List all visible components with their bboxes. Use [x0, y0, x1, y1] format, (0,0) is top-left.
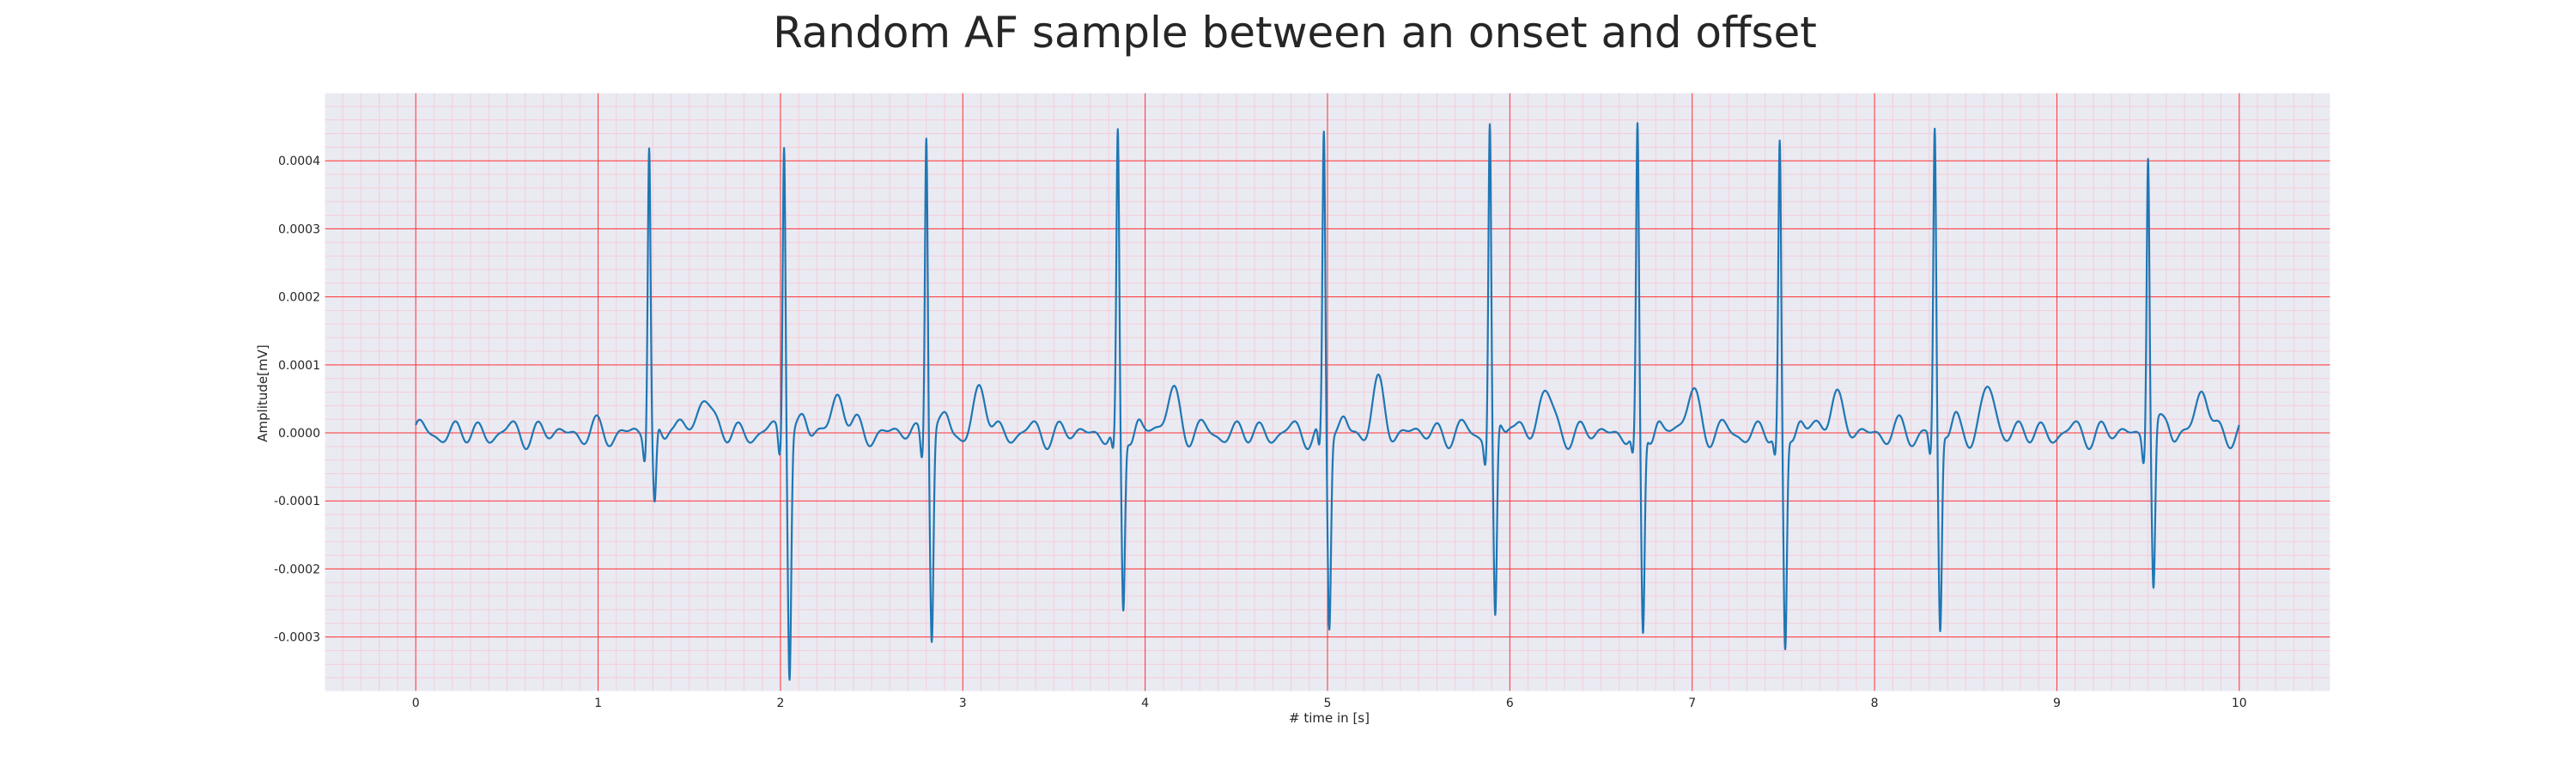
ecg-series-line: [415, 122, 2240, 681]
y-axis-label: Amplitude[mV]: [255, 344, 270, 441]
x-tick-label: 6: [1506, 697, 1514, 710]
y-tick-label: 0.0002: [278, 291, 320, 305]
x-tick-label: 0: [412, 697, 420, 710]
y-tick-label: 0.0001: [278, 359, 320, 373]
y-tick-label: 0.0000: [278, 427, 320, 441]
x-tick-label: 8: [1871, 697, 1879, 710]
plot-area: [324, 92, 2331, 692]
plot-frame: [324, 92, 2331, 692]
x-axis-ticks: 0 1 2 3 4 5 6 7 8 9 10: [412, 697, 2247, 710]
y-tick-label: 0.0003: [278, 222, 320, 236]
x-tick-label: 2: [776, 697, 784, 710]
x-tick-label: 4: [1141, 697, 1149, 710]
x-axis-label: # time in [s]: [1289, 710, 1370, 726]
y-tick-label: -0.0002: [274, 563, 320, 576]
y-tick-label: -0.0001: [274, 495, 320, 508]
y-tick-label: 0.0004: [278, 155, 320, 168]
x-tick-label: 9: [2053, 697, 2061, 710]
y-axis-ticks: 0.0004 0.0003 0.0002 0.0001 0.0000 -0.0001 -0.…: [274, 155, 320, 644]
x-tick-label: 7: [1688, 697, 1696, 710]
chart-title: Random AF sample between an onset and of…: [773, 8, 1817, 58]
x-tick-label: 5: [1324, 697, 1332, 710]
y-tick-label: -0.0003: [274, 631, 320, 645]
x-tick-label: 3: [959, 697, 967, 710]
x-tick-label: 1: [594, 697, 602, 710]
x-tick-label: 10: [2232, 697, 2247, 710]
